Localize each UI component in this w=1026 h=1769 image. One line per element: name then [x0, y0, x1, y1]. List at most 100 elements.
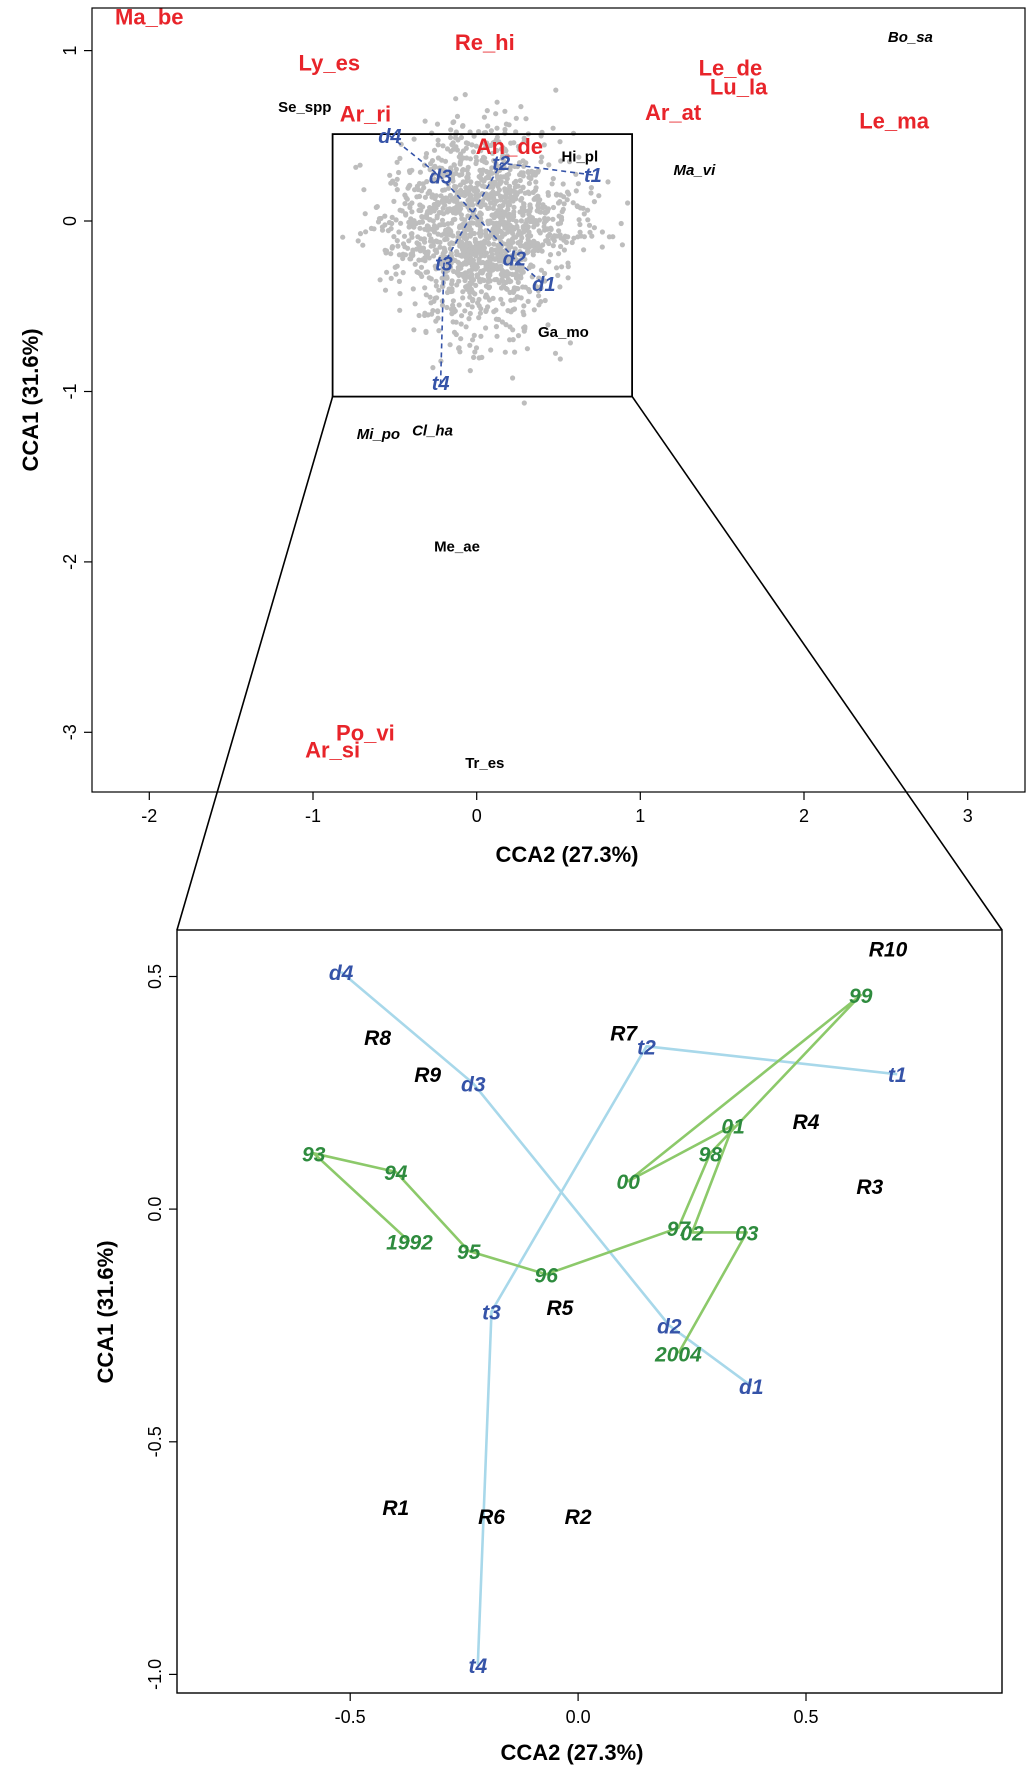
site-point	[495, 242, 501, 249]
x-tick-label: -1	[305, 806, 321, 826]
site-point	[499, 319, 505, 325]
site-point	[553, 87, 559, 93]
site-point	[479, 171, 485, 177]
site-point	[507, 324, 513, 330]
site-point	[599, 244, 605, 250]
site-point	[423, 328, 429, 334]
site-point	[550, 204, 557, 211]
site-point	[474, 190, 480, 196]
site-point	[462, 277, 468, 284]
site-point	[493, 160, 499, 166]
site-point	[423, 292, 429, 298]
site-point	[449, 142, 455, 148]
site-point	[437, 244, 443, 250]
x-tick-label: -0.5	[335, 1707, 366, 1727]
site-point	[397, 291, 403, 297]
site-point	[478, 247, 484, 253]
site-point	[501, 210, 507, 216]
treatment-label: d3	[461, 1074, 486, 1097]
site-point	[432, 247, 438, 253]
site-point	[448, 127, 454, 133]
site-point	[465, 171, 471, 177]
site-point	[503, 180, 509, 186]
site-point	[517, 268, 524, 274]
site-point	[403, 211, 409, 217]
site-point	[487, 257, 493, 263]
site-point	[411, 136, 417, 142]
site-point	[491, 215, 497, 221]
site-point	[419, 257, 426, 263]
site-point	[515, 274, 521, 280]
site-point	[546, 259, 552, 265]
site-point	[532, 282, 538, 289]
species-label-red: Le_ma	[859, 109, 929, 134]
site-point	[416, 219, 423, 225]
x-tick-label: 2	[799, 806, 809, 826]
site-point	[460, 167, 466, 173]
site-point	[361, 187, 367, 193]
site-point	[581, 247, 587, 253]
site-point	[537, 209, 543, 215]
site-point	[416, 312, 422, 319]
site-point	[489, 228, 495, 234]
site-point	[441, 250, 447, 256]
site-point	[411, 327, 417, 333]
y-tick-label: -1	[60, 383, 80, 399]
site-point	[489, 170, 495, 176]
site-point	[410, 286, 416, 292]
replicate-label: R9	[414, 1064, 441, 1087]
site-point	[378, 215, 384, 222]
site-point	[437, 222, 443, 228]
site-point	[504, 176, 510, 182]
site-point	[416, 193, 423, 199]
site-point	[618, 220, 624, 227]
treatment-trajectory-line	[439, 162, 594, 384]
site-point	[513, 178, 519, 184]
site-point	[520, 185, 526, 191]
site-point	[425, 224, 431, 230]
site-point	[490, 205, 496, 211]
site-point	[485, 173, 491, 179]
species-label-black: Ga_mo	[538, 324, 589, 341]
site-point	[391, 234, 397, 240]
site-point	[473, 143, 479, 149]
site-point	[420, 245, 427, 251]
site-point	[433, 283, 439, 289]
site-point	[435, 231, 441, 237]
site-point	[433, 238, 439, 244]
x-tick-label: 0	[472, 806, 482, 826]
site-point	[576, 217, 582, 223]
site-point	[456, 302, 462, 308]
site-point	[552, 350, 559, 356]
site-point	[410, 247, 416, 253]
site-point	[500, 153, 506, 159]
site-point	[518, 197, 524, 203]
replicate-label: R5	[546, 1297, 573, 1320]
series-lines	[312, 970, 898, 1666]
site-point	[477, 210, 483, 216]
site-point	[434, 121, 441, 127]
species-label-black: Cl_ha	[412, 423, 453, 440]
site-point	[535, 169, 541, 175]
site-point	[362, 211, 368, 217]
site-point	[511, 140, 517, 146]
site-point	[397, 307, 403, 313]
site-point	[469, 198, 475, 204]
site-point	[435, 142, 441, 148]
site-point	[557, 284, 563, 290]
site-point	[543, 217, 550, 224]
site-point	[446, 185, 452, 191]
site-point	[470, 202, 476, 208]
site-point	[520, 225, 526, 231]
site-point	[463, 324, 469, 330]
site-point	[441, 245, 447, 251]
site-point	[444, 146, 451, 152]
site-point	[542, 270, 548, 277]
site-point	[605, 179, 611, 185]
site-point	[581, 234, 588, 240]
site-point	[516, 228, 522, 234]
site-point	[512, 184, 519, 190]
site-point	[360, 242, 366, 248]
site-point	[478, 240, 484, 246]
